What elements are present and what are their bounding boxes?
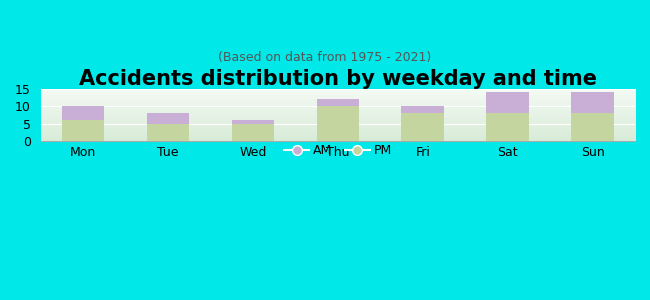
Bar — [486, 113, 529, 141]
Bar — [571, 92, 614, 113]
Bar — [231, 124, 274, 141]
Bar — [486, 92, 529, 113]
Bar — [147, 113, 189, 124]
Bar — [571, 113, 614, 141]
Bar — [317, 99, 359, 106]
Bar — [62, 106, 104, 120]
Legend: AM, PM: AM, PM — [279, 139, 396, 162]
Bar — [317, 106, 359, 141]
Bar — [147, 124, 189, 141]
Title: Accidents distribution by weekday and time: Accidents distribution by weekday and ti… — [79, 69, 597, 89]
Bar — [402, 113, 444, 141]
Bar — [402, 106, 444, 113]
Bar — [231, 120, 274, 124]
Bar — [62, 120, 104, 141]
Text: (Based on data from 1975 - 2021): (Based on data from 1975 - 2021) — [218, 51, 432, 64]
